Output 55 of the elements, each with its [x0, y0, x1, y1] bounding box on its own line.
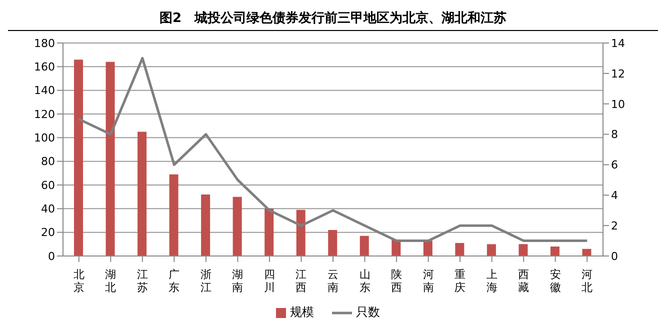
y2-tick-label: 2 — [611, 219, 618, 232]
x-tick-label: 陕西 — [391, 268, 402, 294]
bar — [328, 230, 338, 256]
bar — [423, 240, 432, 256]
x-tick-label: 云南 — [328, 268, 338, 294]
bar — [486, 244, 496, 256]
bar — [74, 60, 83, 256]
bar — [232, 196, 242, 256]
chart-title: 图2 城投公司绿色债券发行前三甲地区为北京、湖北和江苏 — [8, 8, 658, 31]
bar — [296, 210, 306, 256]
y-tick-label: 40 — [41, 202, 55, 216]
y-tick-label: 80 — [41, 155, 55, 168]
bar — [106, 62, 115, 256]
y-tick-label: 0 — [48, 250, 55, 263]
bar — [518, 244, 528, 256]
y2-tick-label: 6 — [611, 158, 618, 172]
y-tick-label: 20 — [41, 226, 55, 240]
x-tick-label: 河北 — [582, 268, 593, 294]
y2-tick-label: 0 — [611, 250, 618, 263]
x-tick-label: 江苏 — [136, 268, 148, 294]
bar — [550, 246, 560, 256]
bar — [201, 194, 210, 256]
x-tick-label: 江西 — [296, 268, 307, 294]
y2-tick-label: 8 — [611, 128, 618, 142]
bar — [360, 236, 369, 256]
legend-label: 只数 — [356, 304, 380, 321]
x-tick-label: 上海 — [486, 268, 498, 294]
y2-tick-label: 10 — [611, 98, 625, 111]
y-tick-label: 120 — [34, 108, 55, 121]
x-tick-label: 湖南 — [232, 268, 244, 294]
x-tick-label: 山东 — [359, 268, 370, 294]
x-tick-label: 北京 — [73, 268, 84, 294]
y-tick-label: 140 — [34, 84, 55, 98]
y-tick-label: 180 — [34, 36, 55, 50]
x-tick-label: 安徽 — [550, 268, 561, 294]
bar — [455, 242, 464, 256]
y-tick-label: 60 — [41, 178, 55, 192]
x-tick-label: 广东 — [168, 268, 180, 294]
bar — [138, 132, 147, 256]
bar — [264, 208, 274, 256]
y2-tick-label: 14 — [611, 36, 625, 50]
y-tick-label: 160 — [34, 60, 55, 74]
legend-label: 规模 — [290, 304, 314, 321]
line-series — [78, 56, 588, 242]
x-tick-label: 湖北 — [105, 268, 116, 294]
bar — [169, 174, 178, 256]
bar — [582, 248, 592, 256]
y-tick-label: 100 — [34, 132, 55, 145]
x-tick-label: 四川 — [264, 268, 275, 294]
x-tick-label: 重庆 — [454, 268, 466, 294]
y2-tick-label: 4 — [611, 189, 618, 202]
x-tick-label: 浙江 — [200, 268, 212, 294]
x-tick-label: 西藏 — [518, 268, 530, 294]
x-tick-label: 河南 — [422, 268, 434, 294]
y2-tick-label: 12 — [611, 67, 625, 80]
